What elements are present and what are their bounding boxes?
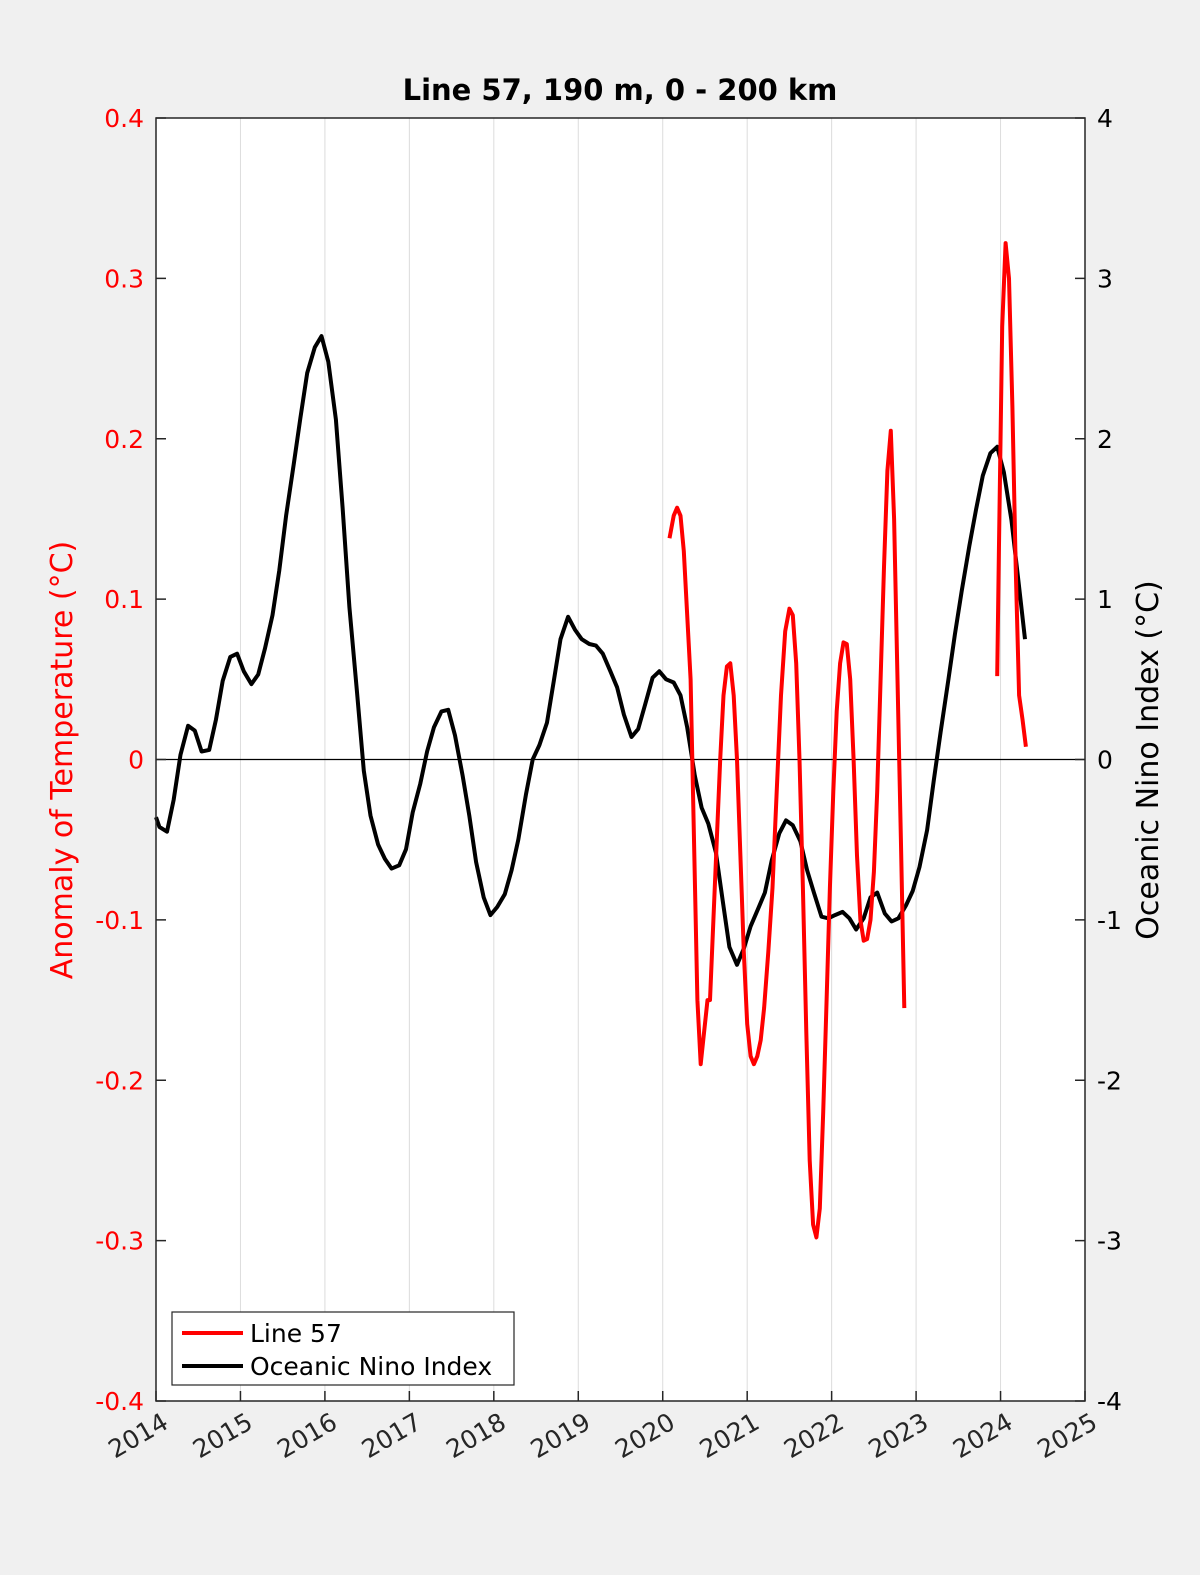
series-lines: [154, 241, 1028, 1240]
y-right-tick-label: -2: [1097, 1066, 1122, 1095]
y-right-tick-label: 0: [1097, 746, 1113, 775]
chart-title: Line 57, 190 m, 0 - 200 km: [403, 73, 838, 107]
y-axis-left-label: Anomaly of Temperature (°C): [45, 541, 80, 980]
legend-box: [171, 1311, 515, 1386]
legend: Line 57 Oceanic Nino Index: [171, 1311, 515, 1386]
series-line57-line: [995, 241, 1028, 747]
series-line57-line: [667, 428, 907, 1240]
y-right-tick-label: 3: [1097, 264, 1113, 293]
y-left-tick-label: -0.2: [95, 1066, 144, 1095]
y-left-tick-label: 0: [128, 746, 144, 775]
series-oni-line: [154, 334, 1027, 967]
legend-label-line57: Line 57: [250, 1319, 342, 1348]
y-left-tick-label: -0.3: [95, 1227, 144, 1256]
y-left-tick-label: 0.3: [104, 264, 144, 293]
y-axis-right-label: Oceanic Nino Index (°C): [1131, 580, 1166, 940]
y-left-tick-label: 0.1: [104, 585, 144, 614]
y-axis-right: -4 -3 -2 -1 0 1 2 3 4: [1075, 104, 1122, 1416]
legend-label-oni: Oceanic Nino Index: [250, 1352, 492, 1381]
y-left-tick-label: 0.4: [104, 104, 144, 133]
y-right-tick-label: -3: [1097, 1227, 1122, 1256]
y-left-tick-label: -0.4: [95, 1387, 144, 1416]
y-right-tick-label: 1: [1097, 585, 1113, 614]
y-right-tick-label: -4: [1097, 1387, 1122, 1416]
y-left-tick-label: 0.2: [104, 425, 144, 454]
y-axis-left: -0.4 -0.3 -0.2 -0.1 0 0.1 0.2 0.3 0.4: [95, 104, 166, 1416]
y-right-tick-label: -1: [1097, 906, 1122, 935]
y-right-tick-label: 4: [1097, 104, 1113, 133]
y-right-tick-label: 2: [1097, 425, 1113, 454]
y-left-tick-label: -0.1: [95, 906, 144, 935]
